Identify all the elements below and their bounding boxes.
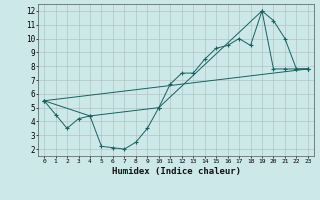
X-axis label: Humidex (Indice chaleur): Humidex (Indice chaleur) <box>111 167 241 176</box>
